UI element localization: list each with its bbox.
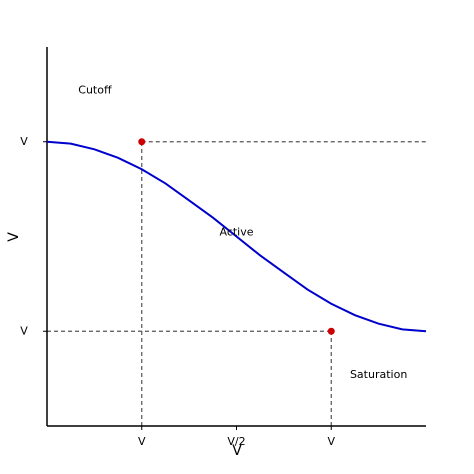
annotation: Active (219, 226, 253, 239)
y-tick-label: V (20, 135, 28, 148)
annotation: Cutoff (78, 84, 112, 97)
x-axis-label: V (232, 443, 242, 459)
x-tick-label: V (327, 435, 335, 448)
y-tick-label: V (20, 324, 28, 337)
point (327, 327, 335, 335)
x-tick-label: V/2 (227, 435, 245, 448)
curve (46, 140, 427, 333)
x-tick-label: V (138, 435, 146, 448)
point (138, 138, 146, 146)
y-axis-label: V (6, 232, 22, 242)
annotation: Saturation (350, 368, 407, 381)
